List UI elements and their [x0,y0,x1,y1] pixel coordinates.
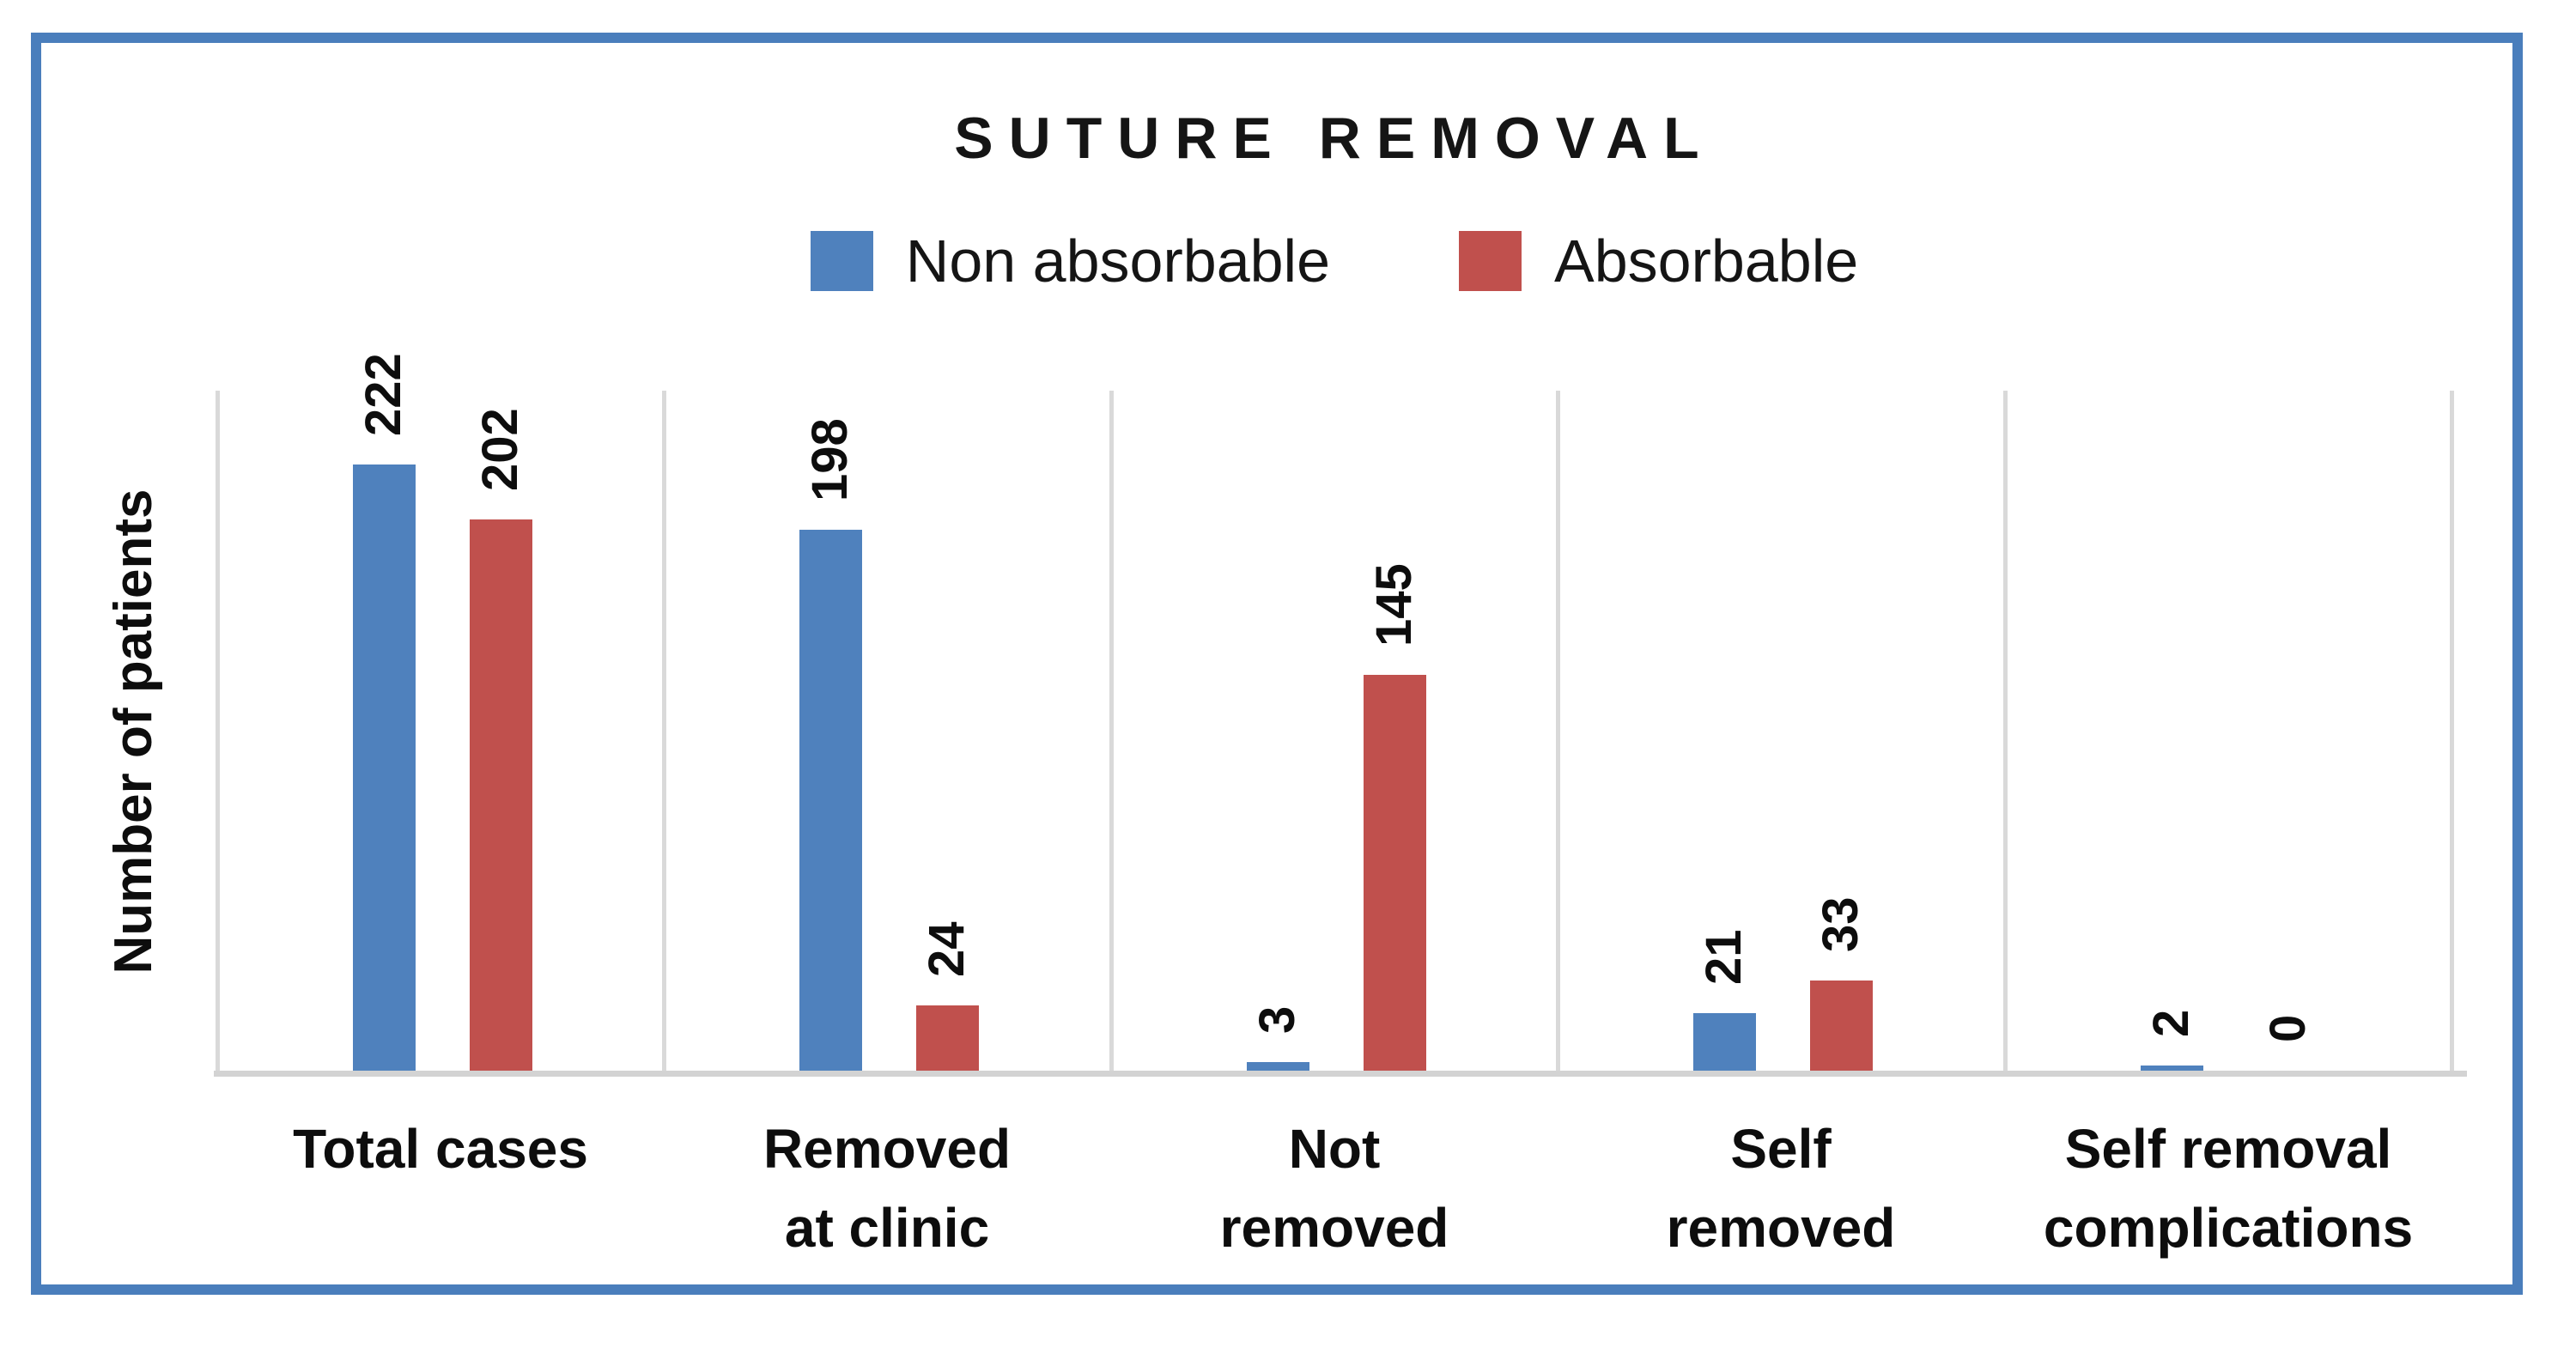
legend-item-non-absorbable: Non absorbable [810,227,1331,295]
chart-frame [31,33,2523,1295]
category-label: Not removed [1219,1118,1449,1259]
category-label: Total cases [293,1118,588,1180]
category-separator-gridline [2450,391,2454,1073]
value-label: 0 [2260,1014,2316,1042]
bar-absorbable [1810,981,1873,1071]
value-label: 198 [802,418,858,501]
value-label: 21 [1696,929,1752,985]
value-label: 202 [472,408,528,491]
value-label: 145 [1366,563,1422,647]
legend-label-absorbable: Absorbable [1554,228,1859,294]
value-label: 24 [919,921,975,977]
bar-non-absorbable [2141,1066,2203,1071]
bar-non-absorbable [353,464,416,1071]
bar-non-absorbable [1693,1013,1756,1071]
plot-area: 222 202 198 24 3 145 21 33 2 0 [214,353,2467,1077]
value-label: 222 [355,353,411,436]
bar-absorbable [470,519,532,1071]
legend-item-absorbable: Absorbable [1459,227,1858,295]
x-axis-category-labels: Total cases Removed at clinic Not removed S… [217,1109,2451,1307]
category-separator-gridline [662,391,666,1073]
chart-title: SUTURE REMOVAL [954,106,1715,171]
category-label: Removed at clinic [762,1118,1012,1259]
y-axis-title: Number of patients [104,489,163,975]
legend: Non absorbable Absorbable [217,225,2451,297]
legend-swatch-red [1459,231,1522,291]
legend-label-non-absorbable: Non absorbable [905,228,1331,294]
bar-non-absorbable [1247,1062,1309,1071]
category-separator-gridline [2003,391,2008,1073]
value-label: 3 [1249,1005,1305,1034]
category-separator-gridline [1109,391,1114,1073]
y-axis-line [216,391,220,1073]
value-label: 33 [1813,896,1868,952]
bar-non-absorbable [799,530,862,1071]
bar-absorbable [916,1005,979,1071]
category-separator-gridline [1556,391,1560,1073]
value-label: 2 [2143,1009,2199,1037]
category-label: Self removal complications [2043,1118,2414,1259]
x-axis-line [214,1071,2467,1077]
bar-absorbable [1364,675,1426,1071]
category-label: Self removed [1666,1118,1896,1259]
legend-swatch-blue [810,231,873,291]
